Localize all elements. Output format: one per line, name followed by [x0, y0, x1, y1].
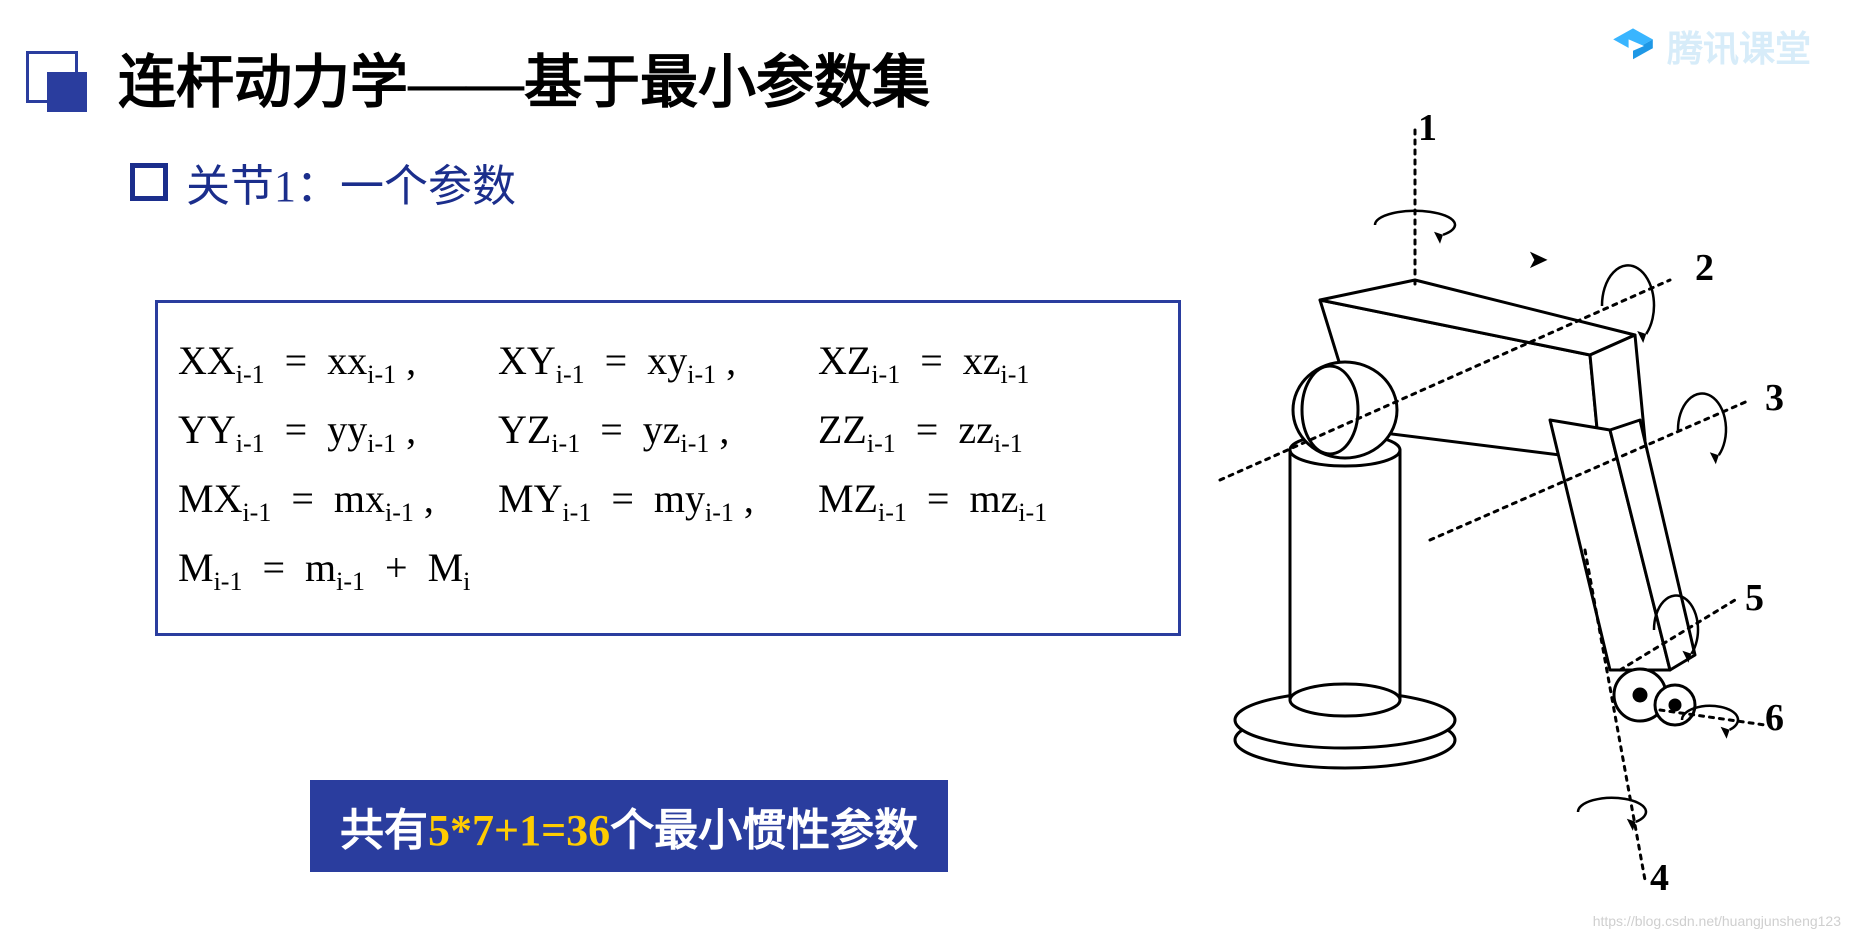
brand-logo: 腾讯课堂 [1611, 20, 1811, 72]
joint-label: 5 [1745, 577, 1764, 619]
joint-label: 6 [1765, 697, 1784, 739]
subtitle-row: 关节1：一个参数 [130, 150, 516, 214]
cursor-icon: ➤ [1527, 245, 1549, 275]
equation-row: XXi-1 = xxi-1 ,XYi-1 = xyi-1 ,XZi-1 = xz… [178, 328, 1163, 397]
robot-diagram: 1 2 3 4 5 6 [1190, 110, 1810, 910]
equation-row: MXi-1 = mxi-1 ,MYi-1 = myi-1 ,MZi-1 = mz… [178, 466, 1163, 535]
joint-label: 1 [1418, 110, 1437, 149]
joint-label: 3 [1765, 377, 1784, 419]
subtitle-text: 关节1：一个参数 [186, 150, 516, 214]
subtitle-bullet-icon [130, 163, 168, 201]
rotation-arrow-icon [1678, 393, 1726, 455]
watermark: https://blog.csdn.net/huangjunsheng123 [1593, 913, 1841, 929]
joint-label: 2 [1695, 247, 1714, 289]
brand-text: 腾讯课堂 [1667, 20, 1811, 72]
equation-row: YYi-1 = yyi-1 ,YZi-1 = yzi-1 ,ZZi-1 = zz… [178, 397, 1163, 466]
rotation-arrow-icon [1602, 265, 1654, 334]
summary-banner: 共有5*7+1=36个最小惯性参数 [310, 780, 948, 872]
brand-icon [1611, 24, 1655, 68]
equation-row: Mi-1 = mi-1 + Mi [178, 535, 1163, 604]
banner-highlight: 5*7+1=36 [428, 806, 610, 855]
slide-title: 连杆动力学——基于最小参数集 [118, 35, 930, 119]
equation-box: XXi-1 = xxi-1 ,XYi-1 = xyi-1 ,XZi-1 = xz… [155, 300, 1181, 636]
title-bullet-icon [26, 51, 78, 103]
banner-post: 个最小惯性参数 [610, 806, 918, 855]
slide: { "brand": { "text": "腾讯课堂", "color": "#… [0, 0, 1851, 933]
rotation-arrow-icon [1578, 798, 1646, 822]
joint-label: 4 [1650, 857, 1669, 899]
title-row: 连杆动力学——基于最小参数集 [26, 35, 930, 119]
banner-pre: 共有 [340, 806, 428, 855]
